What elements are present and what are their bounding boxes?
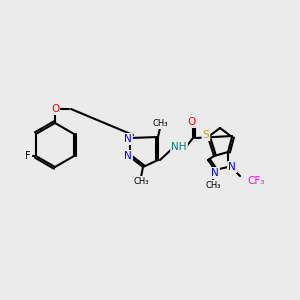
Text: NH: NH xyxy=(171,142,187,152)
Text: F: F xyxy=(25,151,31,161)
Text: CH₃: CH₃ xyxy=(205,182,221,190)
Text: CH₃: CH₃ xyxy=(133,178,149,187)
Text: N: N xyxy=(124,134,132,144)
Text: S: S xyxy=(203,130,209,140)
Text: O: O xyxy=(51,104,59,114)
Text: CH₃: CH₃ xyxy=(152,118,168,127)
Text: N: N xyxy=(211,168,219,178)
Text: O: O xyxy=(187,117,195,127)
Text: CF₃: CF₃ xyxy=(247,176,265,186)
Text: N: N xyxy=(228,162,236,172)
Text: N: N xyxy=(124,151,132,161)
